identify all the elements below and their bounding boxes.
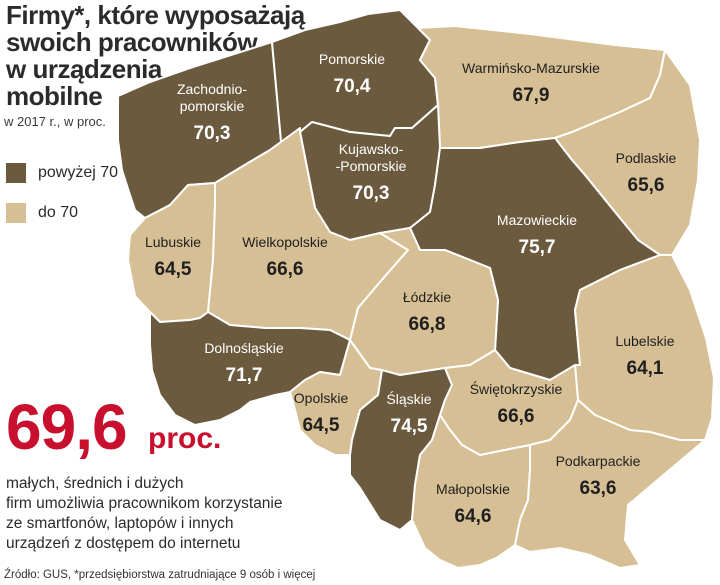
region-name: Podkarpackie (556, 453, 641, 469)
region-name: Dolnośląskie (204, 340, 284, 356)
page-subtitle: w 2017 r., w proc. (4, 114, 106, 129)
region-label-mazowieckie: Mazowieckie 75,7 (497, 212, 577, 258)
region-value: 71,7 (226, 365, 263, 386)
legend-label: do 70 (38, 204, 79, 221)
title-line: w urządzenia (6, 54, 162, 84)
legend-item-up-to-70: do 70 (6, 203, 78, 223)
headline-value: 69,6 (6, 391, 128, 463)
description-line: urządzeń z dostępem do internetu (6, 535, 241, 552)
legend-item-above-70: powyżej 70 (6, 163, 118, 183)
region-value: 63,6 (580, 478, 617, 499)
region-value: 75,7 (519, 237, 556, 258)
region-label-lodzkie: Łódzkie 66,8 (403, 289, 451, 335)
region-value: 64,5 (303, 415, 340, 436)
region-name: Wielkopolskie (242, 234, 328, 250)
region-name: Mazowieckie (497, 212, 577, 228)
region-value: 70,4 (334, 76, 371, 97)
region-name: Opolskie (294, 390, 349, 406)
title-line: Firmy*, które wyposażają (6, 0, 305, 30)
region-name: Śląskie (386, 390, 431, 407)
description-line: małych, średnich i dużych (6, 475, 184, 492)
region-label-wielkopolskie: Wielkopolskie 66,6 (242, 234, 328, 280)
region-label-lubelskie: Lubelskie 64,1 (615, 333, 674, 379)
labels-layer: Zachodnio-pomorskie 70,3 Pomorskie 70,4 Warm… (145, 51, 677, 527)
region-value: 64,1 (627, 358, 664, 379)
region-value: 74,5 (391, 416, 428, 437)
region-value: 64,6 (455, 506, 492, 527)
legend-swatch-dark (6, 163, 26, 183)
region-label-lubuskie: Lubuskie 64,5 (145, 234, 201, 280)
region-label-opolskie: Opolskie 64,5 (294, 390, 349, 436)
region-name: Lubuskie (145, 234, 201, 250)
region-value: 70,3 (353, 183, 390, 204)
region-value: 66,6 (267, 259, 304, 280)
region-name: Łódzkie (403, 289, 451, 305)
region-podkarpackie[interactable] (514, 399, 706, 569)
region-label-zachodniopomorskie: Zachodnio-pomorskie 70,3 (177, 81, 247, 144)
description-line: ze smartfonów, laptopów i innych (6, 515, 234, 532)
region-label-podlaskie: Podlaskie 65,6 (616, 150, 677, 196)
region-value: 64,5 (155, 259, 192, 280)
headline-unit: proc. (148, 422, 222, 455)
region-name: Małopolskie (436, 481, 510, 497)
title-line: swoich pracowników (6, 27, 258, 57)
region-label-malopolskie: Małopolskie 64,6 (436, 481, 510, 527)
page-title: Firmy*, które wyposażają swoich pracowni… (6, 2, 306, 110)
region-name: Warmińsko-Mazurskie (462, 60, 600, 76)
region-label-swietokrzyskie: Świętokrzyskie 66,6 (470, 380, 563, 427)
region-name: Zachodnio- (177, 81, 247, 97)
description-line: firm umożliwia pracownikom korzystanie (6, 495, 283, 512)
region-label-dolnoslaskie: Dolnośląskie 71,7 (204, 340, 284, 386)
legend-label: powyżej 70 (38, 164, 119, 181)
legend-swatch-light (6, 203, 26, 223)
region-name: Pomorskie (319, 51, 385, 67)
region-label-kujawsko-pomorskie: Kujawsko--Pomorskie 70,3 (336, 141, 407, 204)
region-name: Podlaskie (616, 150, 677, 166)
region-label-warminsko-mazurskie: Warmińsko-Mazurskie 67,9 (462, 60, 600, 106)
regions-layer (117, 9, 715, 569)
region-label-pomorskie: Pomorskie 70,4 (319, 51, 385, 97)
title-line: mobilne (6, 81, 103, 111)
region-name: Świętokrzyskie (470, 380, 563, 397)
region-label-podkarpackie: Podkarpackie 63,6 (556, 453, 641, 499)
region-name: Lubelskie (615, 333, 674, 349)
region-value: 66,6 (498, 406, 535, 427)
headline-description: małych, średnich i dużych firm umożliwia… (6, 474, 326, 554)
region-name: pomorskie (180, 98, 245, 114)
region-value: 66,8 (409, 314, 446, 335)
region-value: 65,6 (628, 175, 665, 196)
region-name: -Pomorskie (336, 158, 407, 174)
region-value: 70,3 (194, 123, 231, 144)
region-value: 67,9 (513, 85, 550, 106)
region-label-slaskie: Śląskie 74,5 (386, 390, 431, 437)
region-name: Kujawsko- (339, 141, 404, 157)
source-note: Źródło: GUS, *przedsiębiorstwa zatrudnia… (4, 569, 316, 581)
region-malopolskie[interactable] (411, 414, 531, 569)
